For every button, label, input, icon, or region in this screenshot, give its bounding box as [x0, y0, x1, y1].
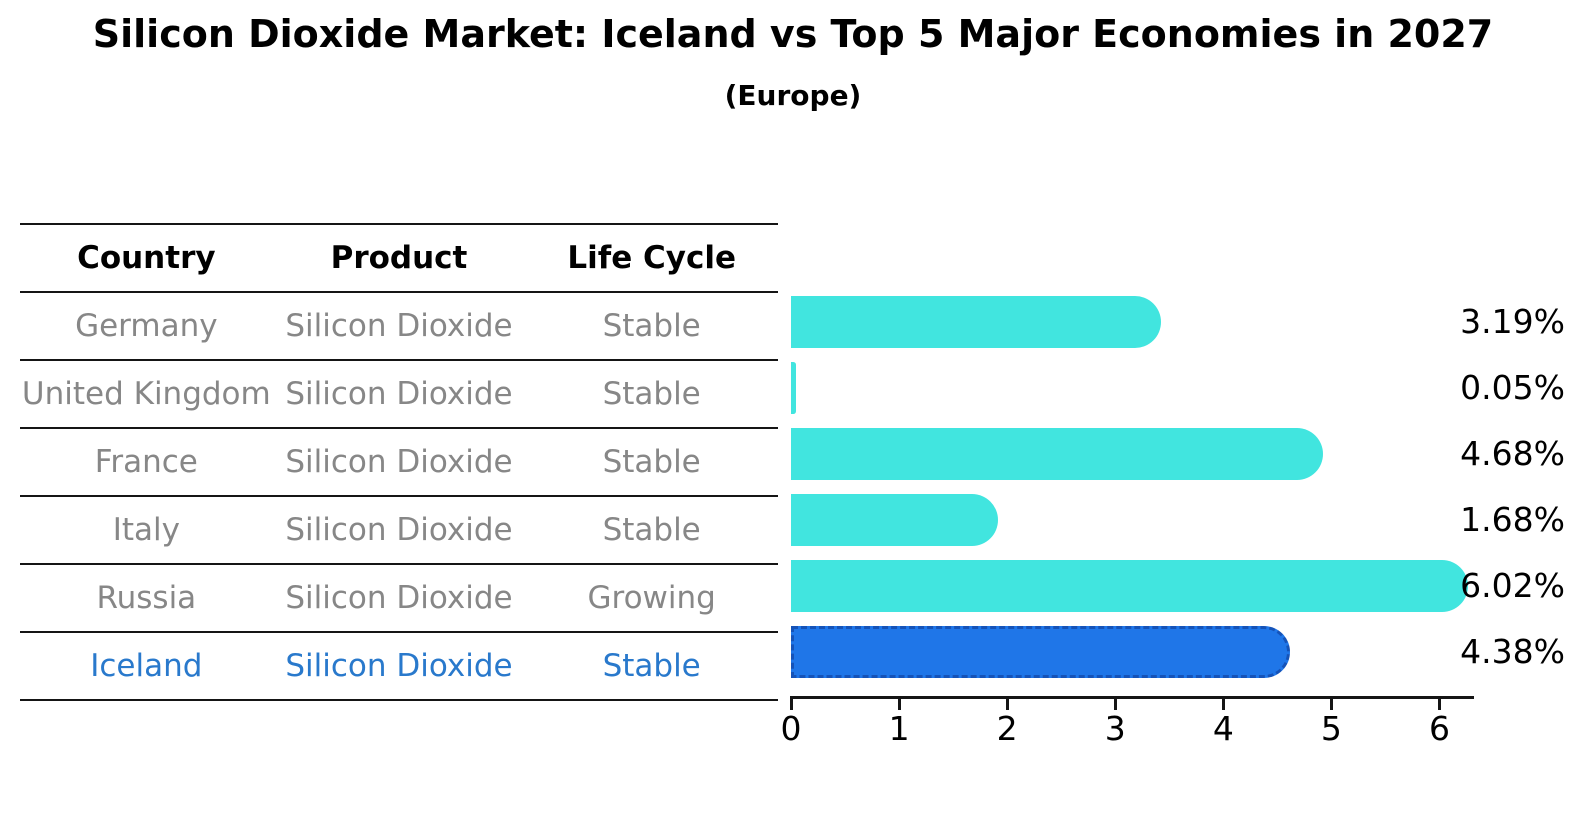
x-tick-5 [1329, 699, 1333, 710]
table-row-iceland: Iceland Silicon Dioxide Stable [20, 633, 778, 701]
cell-life-cycle: Stable [602, 647, 701, 684]
cell-country: France [94, 443, 198, 480]
table-row-united-kingdom: United Kingdom Silicon Dioxide Stable [20, 361, 778, 429]
cell-life-cycle: Stable [602, 375, 701, 412]
x-tick-label-2: 2 [996, 709, 1018, 748]
cell-country: Iceland [90, 647, 203, 684]
cell-country: United Kingdom [21, 375, 271, 412]
cell-life-cycle: Stable [602, 443, 701, 480]
cell-product: Silicon Dioxide [285, 443, 513, 480]
cell-product: Silicon Dioxide [285, 511, 513, 548]
x-tick-label-0: 0 [780, 709, 802, 748]
x-axis-line [790, 696, 1474, 699]
value-label-russia: 6.02% [1460, 566, 1565, 605]
comparison-table: Country Product Life Cycle Germany Silic… [20, 223, 778, 701]
bar-united-kingdom [791, 362, 797, 414]
header-cell-product: Product [330, 239, 468, 276]
value-label-iceland: 4.38% [1460, 632, 1565, 671]
cell-product: Silicon Dioxide [285, 579, 513, 616]
x-tick-1 [897, 699, 901, 710]
cell-country: Germany [75, 307, 218, 344]
cell-country: Italy [112, 511, 180, 548]
bar-germany [791, 296, 1162, 348]
value-label-united-kingdom: 0.05% [1460, 368, 1565, 407]
chart-subtitle: (Europe) [724, 79, 862, 112]
value-label-germany: 3.19% [1460, 302, 1565, 341]
header-cell-country: Country [77, 239, 216, 276]
table-row-italy: Italy Silicon Dioxide Stable [20, 497, 778, 565]
bar-france [791, 428, 1323, 480]
x-tick-label-5: 5 [1320, 709, 1342, 748]
table-header-row: Country Product Life Cycle [20, 225, 778, 293]
x-axis: 0 1 2 3 4 5 6 [781, 696, 1474, 760]
x-tick-0 [789, 699, 793, 710]
x-tick-6 [1437, 699, 1441, 710]
cell-life-cycle: Stable [602, 307, 701, 344]
x-tick-2 [1005, 699, 1009, 710]
bar-italy [791, 494, 998, 546]
cell-life-cycle: Stable [602, 511, 701, 548]
bar-russia [791, 560, 1468, 612]
cell-life-cycle: Growing [587, 579, 716, 616]
value-label-italy: 1.68% [1460, 500, 1565, 539]
header-cell-life-cycle: Life Cycle [567, 239, 736, 276]
x-tick-label-1: 1 [888, 709, 910, 748]
x-tick-label-6: 6 [1428, 709, 1450, 748]
table-row-france: France Silicon Dioxide Stable [20, 429, 778, 497]
x-tick-4 [1221, 699, 1225, 710]
table-row-germany: Germany Silicon Dioxide Stable [20, 293, 778, 361]
x-tick-label-4: 4 [1212, 709, 1234, 748]
chart-title: Silicon Dioxide Market: Iceland vs Top 5… [92, 12, 1494, 56]
bar-iceland [791, 626, 1291, 678]
table-row-russia: Russia Silicon Dioxide Growing [20, 565, 778, 633]
cell-product: Silicon Dioxide [285, 647, 513, 684]
cell-country: Russia [96, 579, 197, 616]
cell-product: Silicon Dioxide [285, 375, 513, 412]
plot-area [791, 289, 1474, 698]
x-tick-3 [1113, 699, 1117, 710]
x-tick-label-3: 3 [1104, 709, 1126, 748]
cell-product: Silicon Dioxide [285, 307, 513, 344]
value-label-france: 4.68% [1460, 434, 1565, 473]
